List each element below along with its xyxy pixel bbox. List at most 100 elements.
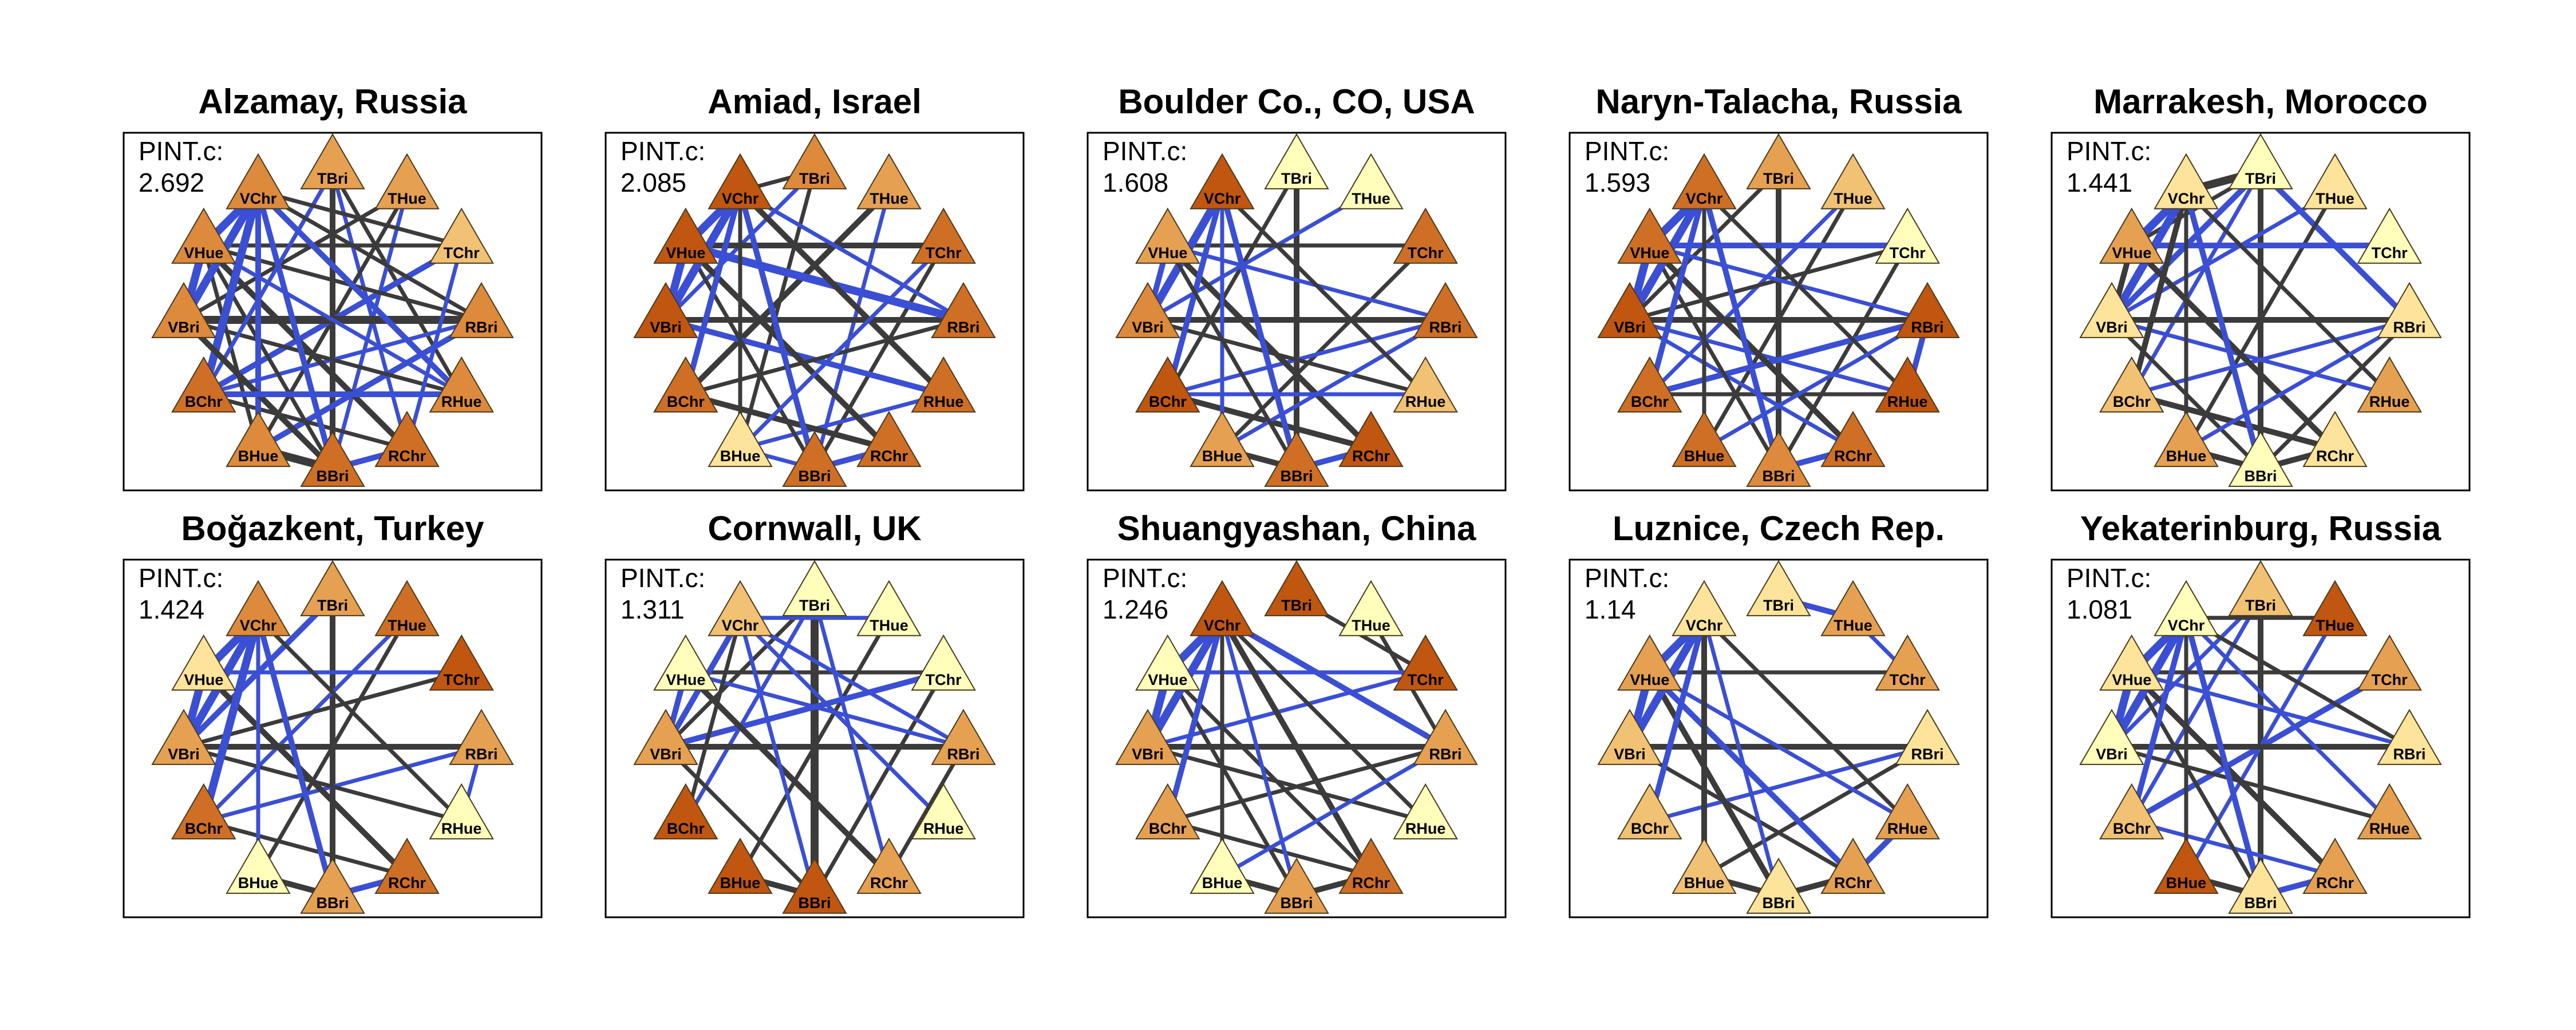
pint-label: PINT.c: xyxy=(2067,563,2151,593)
negative-edge xyxy=(1220,616,1299,898)
node-label: VChr xyxy=(240,190,277,207)
node-bchr: BChr xyxy=(2099,356,2164,413)
node-triangle xyxy=(856,580,922,636)
network-panel: Shuangyashan, China TBri THue TChr RBri RHue R… xyxy=(1086,509,1507,918)
positive-edge xyxy=(887,744,966,878)
negative-edge xyxy=(2183,188,2263,472)
node-vbri: VBri xyxy=(151,708,216,765)
node-label: RChr xyxy=(1834,874,1872,892)
node-label: THue xyxy=(1352,190,1390,207)
node-triangle xyxy=(1264,133,1329,189)
panel-title: Boğazkent, Turkey xyxy=(181,509,484,548)
node-triangle xyxy=(2079,708,2144,765)
node-bhue: BHue xyxy=(2154,837,2219,894)
negative-edge xyxy=(2129,169,2263,397)
node-label: TChr xyxy=(2372,244,2408,262)
node-bbri: BBri xyxy=(2228,430,2293,487)
node-triangle xyxy=(708,580,773,636)
node-label: BBri xyxy=(798,468,831,485)
node-bbri: BBri xyxy=(300,430,365,487)
node-label: RHue xyxy=(1887,393,1928,410)
positive-edge xyxy=(682,188,892,397)
node-rhue: RHue xyxy=(429,356,494,413)
positive-edge xyxy=(1702,189,1910,397)
negative-edge xyxy=(683,596,817,823)
node-rbri: RBri xyxy=(1895,708,1960,765)
positive-edge xyxy=(1219,615,1374,879)
node-triangle xyxy=(2154,580,2219,636)
node-label: RChr xyxy=(1352,874,1390,892)
node-rbri: RBri xyxy=(931,708,996,765)
negative-edge xyxy=(199,613,262,825)
node-triangle xyxy=(2099,356,2164,413)
node-triangle xyxy=(1875,207,1940,264)
negative-edge xyxy=(663,670,947,750)
node-label: BBri xyxy=(1280,468,1313,485)
node-tbri: TBri xyxy=(300,133,365,189)
node-label: TChr xyxy=(444,244,480,262)
node-triangle xyxy=(226,153,291,209)
positive-edge xyxy=(181,189,409,322)
node-vchr: VChr xyxy=(708,580,773,636)
negative-edge xyxy=(663,317,947,397)
network-panel: Naryn-Talacha, Russia TBri THue TChr RBri RHu… xyxy=(1568,82,1989,492)
positive-edge xyxy=(256,616,464,823)
node-triangle xyxy=(1393,356,1458,413)
node-bchr: BChr xyxy=(1617,356,1682,413)
node-triangle xyxy=(1135,783,1200,839)
node-label: VChr xyxy=(722,617,759,634)
node-triangle xyxy=(171,207,236,264)
negative-edge xyxy=(738,189,966,322)
node-bchr: BChr xyxy=(1135,356,1200,413)
node-triangle xyxy=(2357,783,2422,839)
node-label: VChr xyxy=(2168,190,2205,207)
node-rhue: RHue xyxy=(911,783,976,839)
node-thue: THue xyxy=(1820,580,1886,636)
node-triangle xyxy=(633,282,698,338)
node-label: VHue xyxy=(184,671,223,688)
node-triangle xyxy=(2228,133,2293,189)
node-label: BBri xyxy=(316,468,349,485)
node-tchr: TChr xyxy=(911,634,976,691)
node-triangle xyxy=(1264,560,1329,616)
node-label: BChr xyxy=(667,820,705,837)
node-label: VHue xyxy=(666,244,705,262)
positive-edge xyxy=(202,243,484,322)
node-triangle xyxy=(856,153,922,209)
negative-edge xyxy=(199,187,262,398)
node-triangle xyxy=(653,356,718,413)
node-tbri: TBri xyxy=(782,560,847,616)
node-rhue: RHue xyxy=(2357,356,2422,413)
node-triangle xyxy=(633,708,698,765)
node-triangle xyxy=(226,580,291,636)
node-label: RBri xyxy=(465,319,497,336)
node-label: BHue xyxy=(1684,874,1725,892)
node-triangle xyxy=(1597,708,1662,765)
negative-edge xyxy=(1145,189,1373,322)
pint-label: PINT.c: xyxy=(139,563,223,593)
node-tchr: TChr xyxy=(1393,207,1458,264)
node-label: RBri xyxy=(2393,319,2425,336)
node-label: RBri xyxy=(1429,746,1461,763)
node-rbri: RBri xyxy=(1895,282,1960,338)
node-rbri: RBri xyxy=(2377,708,2442,765)
positive-edge xyxy=(2128,670,2338,879)
node-triangle xyxy=(300,560,365,616)
node-vchr: VChr xyxy=(2154,580,2219,636)
pint-value: 1.608 xyxy=(1103,168,1168,197)
node-bhue: BHue xyxy=(1190,837,1255,894)
positive-edge xyxy=(181,744,464,823)
node-triangle xyxy=(1820,837,1886,894)
node-rhue: RHue xyxy=(1875,356,1940,413)
node-label: TBri xyxy=(1281,170,1312,187)
node-label: VBri xyxy=(1614,746,1646,763)
pint-value: 1.593 xyxy=(1585,168,1650,197)
node-triangle xyxy=(911,783,976,839)
node-vchr: VChr xyxy=(708,153,773,209)
node-triangle xyxy=(2228,430,2293,487)
pint-label: PINT.c: xyxy=(1585,563,1669,593)
node-label: THue xyxy=(388,190,426,207)
node-label: BBri xyxy=(1762,894,1795,912)
positive-edge xyxy=(1164,243,1374,452)
network-panel: Luznice, Czech Rep. TBri THue TChr RBri RHue R… xyxy=(1568,509,1989,918)
